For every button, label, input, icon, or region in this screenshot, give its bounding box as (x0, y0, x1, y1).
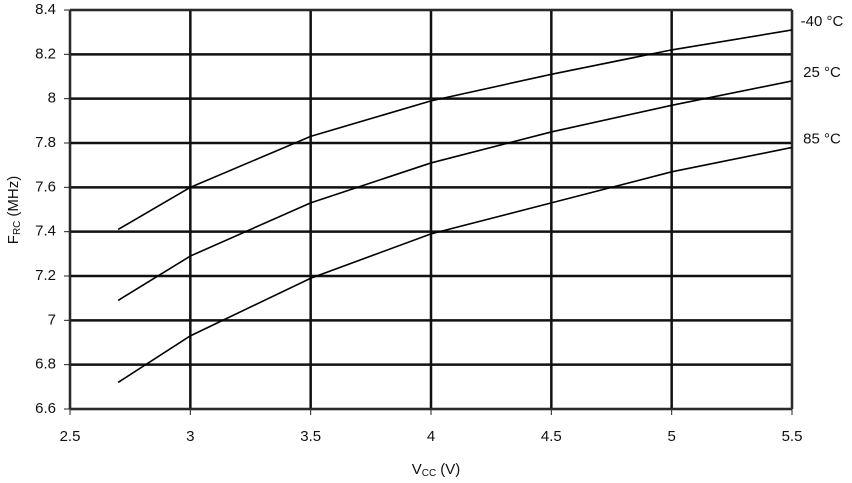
y-tick-label: 7.4 (35, 223, 56, 240)
y-tick-label: 7.2 (35, 267, 56, 284)
x-label-sub: CC (422, 468, 436, 479)
y-tick-label: 7.8 (35, 134, 56, 151)
y-tick-label: 6.6 (35, 400, 56, 417)
y-tick-label: 6.8 (35, 356, 56, 373)
series-label: -40 °C (801, 13, 844, 30)
x-tick-label: 5.5 (782, 428, 803, 445)
series-label: 85 °C (803, 130, 841, 147)
x-tick-label: 3 (186, 428, 194, 445)
plot-frame (69, 9, 793, 410)
y-tick-label: 7.6 (35, 178, 56, 195)
x-tick-label: 2.5 (60, 428, 81, 445)
series-line (117, 29, 793, 231)
y-tick-label: 8 (48, 90, 56, 107)
series-label: 25 °C (803, 64, 841, 81)
x-axis-label: VCC (V) (412, 461, 460, 479)
y-tick-label: 8.2 (35, 45, 56, 62)
series-line (117, 80, 793, 302)
x-tick-label: 4 (427, 428, 435, 445)
y-label-sub: RC (12, 221, 23, 235)
series-line (117, 146, 793, 384)
x-tick-label: 4.5 (541, 428, 562, 445)
y-label-main: F (5, 235, 22, 244)
x-label-unit: (V) (440, 461, 460, 478)
y-tick-label: 8.4 (35, 1, 56, 18)
y-tick-label: 7 (48, 311, 56, 328)
x-tick-label: 3.5 (300, 428, 321, 445)
y-label-unit: (MHz) (5, 176, 22, 217)
x-label-main: V (412, 461, 422, 478)
y-axis-label: FRC (MHz) (5, 176, 23, 244)
x-tick-label: 5 (667, 428, 675, 445)
